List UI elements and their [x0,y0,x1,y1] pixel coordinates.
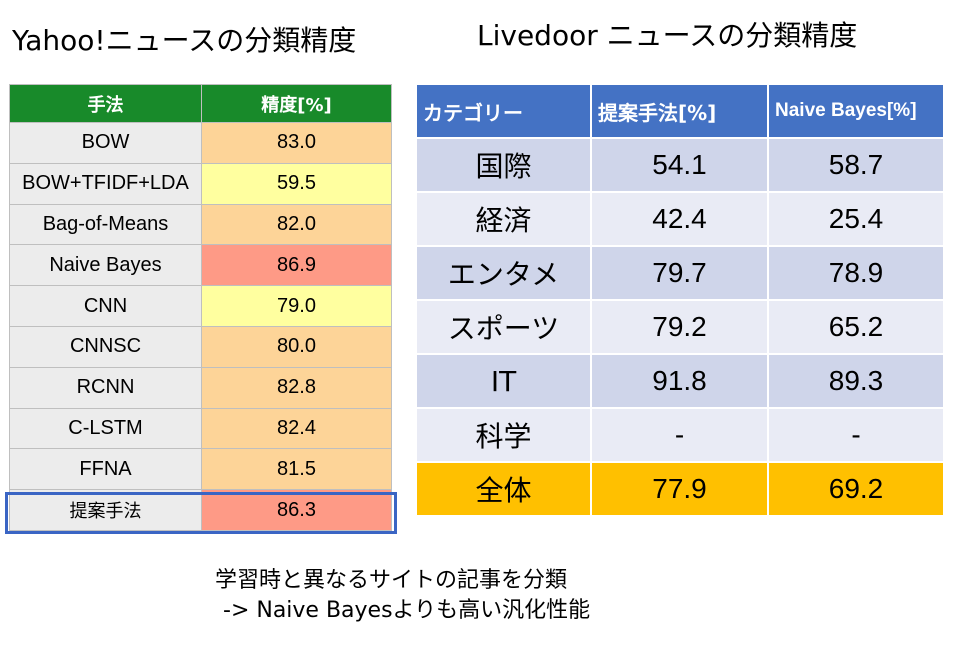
livedoor-category: スポーツ [417,301,590,353]
livedoor-total-row: 全体 77.9 69.2 [417,463,943,515]
livedoor-naive-bayes: 78.9 [769,247,943,299]
yahoo-method: Naive Bayes [9,244,202,287]
yahoo-accuracy: 82.4 [201,407,392,450]
livedoor-title: Livedoor ニュースの分類精度 [477,19,858,52]
livedoor-category: 国際 [417,139,590,191]
yahoo-row: RCNN 82.8 [9,366,392,409]
livedoor-total-category: 全体 [417,463,590,515]
livedoor-proposed: 79.2 [592,301,767,353]
yahoo-accuracy: 82.0 [201,203,392,246]
yahoo-accuracy: 79.0 [201,285,392,327]
yahoo-row: BOW+TFIDF+LDA 59.5 [9,162,392,205]
yahoo-accuracy: 80.0 [201,325,392,368]
livedoor-row: 国際 54.1 58.7 [417,139,943,191]
yahoo-row: CNNSC 80.0 [9,325,392,368]
yahoo-method: C-LSTM [9,407,202,450]
yahoo-header-method: 手法 [9,84,202,123]
yahoo-method: Bag-of-Means [9,203,202,246]
yahoo-row: BOW 83.0 [9,122,392,164]
yahoo-method: BOW [9,122,202,164]
livedoor-proposed: 79.7 [592,247,767,299]
yahoo-accuracy-table: 手法 精度[%] BOW 83.0 BOW+TFIDF+LDA 59.5 Bag-o… [9,84,392,531]
livedoor-header-row: カテゴリー 提案手法[%] Naive Bayes[%] [417,85,943,137]
livedoor-total-naive-bayes: 69.2 [769,463,943,515]
yahoo-accuracy: 59.5 [201,162,392,205]
yahoo-accuracy: 86.3 [201,489,392,531]
yahoo-header-row: 手法 精度[%] [9,84,392,123]
livedoor-category: エンタメ [417,247,590,299]
yahoo-title: Yahoo!ニュースの分類精度 [12,24,357,57]
livedoor-proposed: 91.8 [592,355,767,407]
livedoor-proposed: 54.1 [592,139,767,191]
livedoor-row: エンタメ 79.7 78.9 [417,247,943,299]
livedoor-header-category: カテゴリー [417,85,590,137]
summary-note: 学習時と異なるサイトの記事を分類 -> Naive Bayesよりも高い汎化性能 [215,566,590,626]
livedoor-proposed: - [592,409,767,461]
yahoo-accuracy: 81.5 [201,448,392,491]
yahoo-row: Naive Bayes 86.9 [9,244,392,287]
livedoor-naive-bayes: - [769,409,943,461]
livedoor-row: 経済 42.4 25.4 [417,193,943,245]
yahoo-accuracy: 83.0 [201,122,392,164]
yahoo-header-accuracy: 精度[%] [201,84,392,123]
yahoo-method: CNNSC [9,325,202,368]
livedoor-header-naive-bayes: Naive Bayes[%] [769,85,943,137]
note-line2: -> Naive Bayesよりも高い汎化性能 [223,598,591,623]
livedoor-naive-bayes: 89.3 [769,355,943,407]
yahoo-method: BOW+TFIDF+LDA [9,162,202,205]
yahoo-row: C-LSTM 82.4 [9,407,392,450]
livedoor-naive-bayes: 65.2 [769,301,943,353]
note-line1: 学習時と異なるサイトの記事を分類 [215,568,568,593]
yahoo-accuracy: 86.9 [201,244,392,287]
yahoo-method: RCNN [9,366,202,409]
livedoor-row: IT 91.8 89.3 [417,355,943,407]
livedoor-total-proposed: 77.9 [592,463,767,515]
livedoor-accuracy-table: カテゴリー 提案手法[%] Naive Bayes[%] 国際 54.1 58.7 … [415,83,945,517]
yahoo-method: 提案手法 [9,489,202,531]
livedoor-row: スポーツ 79.2 65.2 [417,301,943,353]
yahoo-row: Bag-of-Means 82.0 [9,203,392,246]
livedoor-category: 経済 [417,193,590,245]
yahoo-accuracy: 82.8 [201,366,392,409]
yahoo-row: CNN 79.0 [9,285,392,327]
yahoo-row: FFNA 81.5 [9,448,392,491]
livedoor-category: 科学 [417,409,590,461]
livedoor-proposed: 42.4 [592,193,767,245]
livedoor-category: IT [417,355,590,407]
yahoo-method: CNN [9,285,202,327]
yahoo-method: FFNA [9,448,202,491]
livedoor-header-proposed: 提案手法[%] [592,85,767,137]
yahoo-row-proposed: 提案手法 86.3 [9,489,392,531]
livedoor-naive-bayes: 58.7 [769,139,943,191]
livedoor-row: 科学 - - [417,409,943,461]
livedoor-naive-bayes: 25.4 [769,193,943,245]
